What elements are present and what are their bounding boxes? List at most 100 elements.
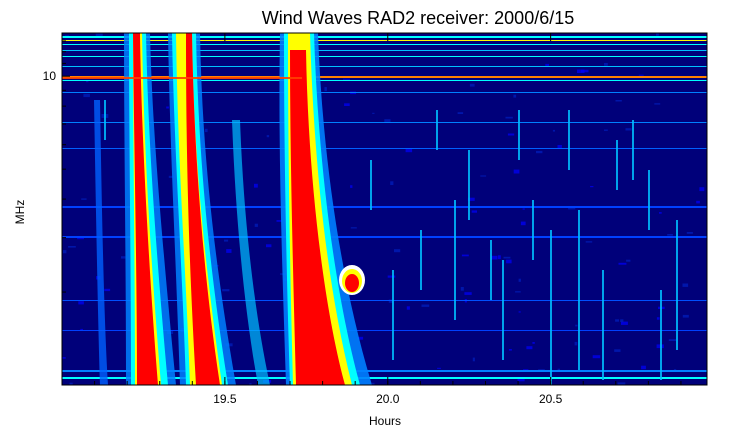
- x-tick-label: 19.5: [213, 392, 237, 406]
- noise-speck: [621, 321, 628, 325]
- noise-speck: [656, 317, 660, 320]
- noise-speck: [226, 249, 232, 253]
- noise-speck: [469, 83, 475, 87]
- noise-speck: [552, 129, 555, 132]
- noise-speck: [460, 287, 464, 291]
- noise-speck: [204, 128, 208, 133]
- noise-speck: [615, 319, 619, 322]
- frequency-band-line: [62, 148, 707, 149]
- frequency-band-line: [62, 56, 707, 57]
- noise-speck: [618, 262, 627, 265]
- noise-speck: [69, 382, 73, 385]
- noise-speck: [405, 148, 413, 153]
- interference-spike: [578, 210, 580, 370]
- interference-spike: [676, 220, 678, 350]
- interference-spike: [490, 240, 492, 300]
- noise-speck: [224, 239, 229, 242]
- noise-speck: [62, 357, 66, 359]
- frequency-band-line: [62, 206, 707, 208]
- noise-speck: [480, 175, 487, 177]
- noise-speck: [513, 169, 520, 174]
- interference-spike: [454, 200, 456, 320]
- noise-speck: [357, 336, 364, 340]
- noise-speck: [557, 368, 560, 371]
- frequency-band-line: [62, 300, 707, 301]
- frequency-band-line: [62, 92, 707, 93]
- noise-speck: [617, 382, 626, 385]
- noise-speck: [104, 288, 111, 292]
- noise-speck: [682, 283, 689, 287]
- noise-speck: [505, 116, 513, 119]
- chart-title: Wind Waves RAD2 receiver: 2000/6/15: [262, 8, 574, 28]
- noise-speck: [497, 255, 501, 260]
- interference-spike: [392, 270, 394, 360]
- noise-speck: [626, 259, 631, 262]
- noise-speck: [390, 181, 394, 185]
- noise-speck: [513, 94, 517, 98]
- noise-speck: [557, 145, 562, 149]
- burst-3-core: [290, 50, 345, 385]
- noise-speck: [604, 129, 608, 131]
- frequency-band-line: [62, 377, 707, 379]
- noise-speck: [457, 112, 464, 114]
- y-axis: 10: [43, 40, 70, 293]
- noise-speck: [464, 292, 472, 295]
- frequency-band-line: [62, 76, 707, 78]
- noise-speck: [585, 241, 593, 243]
- noise-speck: [95, 33, 103, 38]
- noise-speck: [350, 227, 357, 229]
- noise-speck: [372, 112, 375, 114]
- frequency-band-line: [62, 66, 707, 67]
- noise-speck: [574, 341, 578, 346]
- frequency-band-line: [62, 80, 707, 81]
- noise-speck: [518, 311, 521, 313]
- burst-3: [279, 33, 372, 385]
- noise-speck: [659, 212, 662, 214]
- noise-speck: [522, 208, 525, 210]
- interference-spike: [602, 270, 604, 380]
- noise-speck: [641, 365, 646, 370]
- noise-speck: [222, 289, 230, 292]
- frequency-band-line: [62, 50, 707, 51]
- noise-speck: [83, 93, 90, 98]
- burst-faint-2: [94, 100, 108, 385]
- frequency-band-line: [62, 370, 707, 372]
- interference-spike: [436, 110, 438, 150]
- frequency-band-line: [62, 40, 707, 41]
- noise-speck: [520, 221, 526, 226]
- noise-speck: [699, 187, 705, 192]
- noise-speck: [638, 74, 644, 76]
- noise-speck: [545, 63, 549, 67]
- noise-speck: [620, 319, 624, 322]
- noise-speck: [471, 210, 477, 213]
- interference-spike: [370, 160, 372, 210]
- noise-speck: [68, 246, 76, 248]
- burst-2-core: [186, 33, 220, 385]
- noise-speck: [121, 256, 126, 259]
- frequency-band-line: [62, 122, 707, 123]
- noise-speck: [387, 275, 396, 278]
- interference-spike: [550, 230, 552, 385]
- x-tick-label: 20.5: [539, 392, 563, 406]
- noise-speck: [686, 232, 693, 234]
- noise-speck: [388, 299, 393, 303]
- noise-speck: [696, 200, 700, 204]
- noise-speck: [64, 35, 70, 37]
- interference-spike: [518, 110, 520, 160]
- interference-spike: [616, 140, 618, 190]
- noise-speck: [80, 328, 83, 331]
- frequency-band-line: [62, 330, 707, 331]
- x-tick-label: 20.0: [376, 392, 400, 406]
- noise-speck: [575, 324, 578, 327]
- noise-speck: [166, 106, 169, 109]
- noise-speck: [249, 383, 252, 385]
- noise-speck: [526, 346, 533, 350]
- noise-speck: [682, 314, 689, 318]
- burst-1-core: [133, 33, 158, 385]
- noise-speck: [85, 80, 89, 83]
- noise-speck: [63, 250, 67, 254]
- plot-area: [62, 33, 707, 385]
- interference-spike: [420, 230, 422, 290]
- noise-speck: [406, 306, 410, 310]
